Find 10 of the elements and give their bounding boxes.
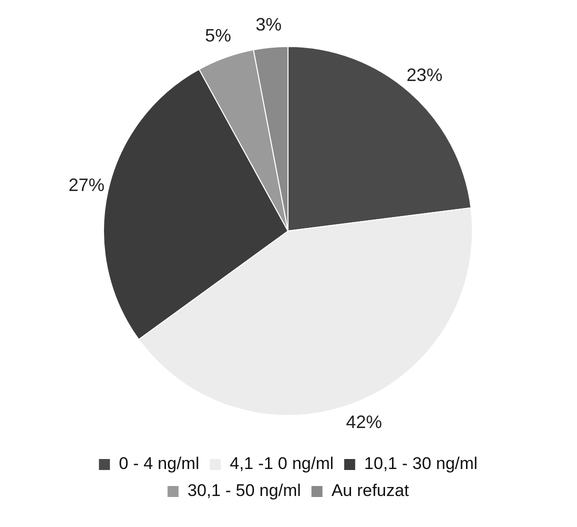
legend-label: 0 - 4 ng/ml <box>118 454 200 474</box>
legend-label: Au refuzat <box>331 481 410 500</box>
legend-label: 4,1 -1 0 ng/ml <box>230 454 334 474</box>
data-label: 23% <box>406 65 443 86</box>
legend-label: 30,1 - 50 ng/ml <box>188 481 301 500</box>
data-label: 27% <box>68 174 105 195</box>
legend-label: 10,1 - 30 ng/ml <box>364 454 478 474</box>
data-label: 42% <box>346 412 382 432</box>
data-label: 5% <box>205 26 232 46</box>
data-label: 3% <box>256 14 282 34</box>
